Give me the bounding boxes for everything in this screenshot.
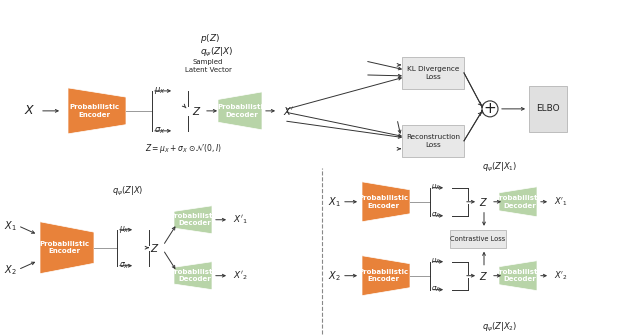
Text: $X'_2$: $X'_2$ <box>554 269 568 282</box>
Text: $\sigma_X$: $\sigma_X$ <box>431 211 441 220</box>
Text: $+$: $+$ <box>483 101 497 116</box>
Text: $\sigma_X$: $\sigma_X$ <box>431 285 441 294</box>
Text: $Z = \mu_X + \sigma_X \odot \mathcal{N}(0, I)$: $Z = \mu_X + \sigma_X \odot \mathcal{N}(… <box>145 142 221 155</box>
FancyBboxPatch shape <box>402 57 464 89</box>
Text: Probabilistic
Decoder: Probabilistic Decoder <box>170 213 220 226</box>
Text: $Z$: $Z$ <box>479 270 488 282</box>
Text: $X'_2$: $X'_2$ <box>233 269 248 282</box>
Text: $X_1$: $X_1$ <box>328 195 340 209</box>
Text: Probabilistic
Decoder: Probabilistic Decoder <box>217 104 268 118</box>
Text: $\mu_X$: $\mu_X$ <box>431 257 441 266</box>
Text: $q_\psi(Z|X)$: $q_\psi(Z|X)$ <box>200 46 234 59</box>
Text: $Z$: $Z$ <box>192 105 202 117</box>
Text: Contrastive Loss: Contrastive Loss <box>451 236 506 242</box>
Text: $X$: $X$ <box>24 104 36 117</box>
Text: $X_2$: $X_2$ <box>4 263 17 277</box>
Text: $\sigma_X$: $\sigma_X$ <box>154 126 165 136</box>
FancyBboxPatch shape <box>450 230 506 248</box>
Text: Probabilistic
Encoder: Probabilistic Encoder <box>358 269 409 283</box>
Text: Probabilistic
Decoder: Probabilistic Decoder <box>170 269 220 283</box>
Polygon shape <box>68 88 126 134</box>
Text: $q_\psi(Z|X)$: $q_\psi(Z|X)$ <box>112 185 144 198</box>
Polygon shape <box>40 222 94 274</box>
Polygon shape <box>218 92 262 130</box>
Polygon shape <box>362 182 410 222</box>
Polygon shape <box>174 262 212 290</box>
Polygon shape <box>499 261 537 291</box>
Text: Probabilistic
Encoder: Probabilistic Encoder <box>39 241 90 254</box>
Text: $X'_1$: $X'_1$ <box>233 213 248 226</box>
FancyBboxPatch shape <box>402 125 464 157</box>
Text: Probabilistic
Decoder: Probabilistic Decoder <box>495 195 545 209</box>
Text: ELBO: ELBO <box>536 104 560 113</box>
Text: Probabilistic
Encoder: Probabilistic Encoder <box>358 195 409 209</box>
Text: $X_1$: $X_1$ <box>4 219 17 233</box>
Polygon shape <box>499 187 537 217</box>
Text: $X'$: $X'$ <box>283 105 294 117</box>
Text: $Z$: $Z$ <box>150 242 160 254</box>
Text: $\mu_X$: $\mu_X$ <box>431 183 441 193</box>
Text: Sampled
Latent Vector: Sampled Latent Vector <box>184 59 232 73</box>
Polygon shape <box>174 206 212 234</box>
Text: $\sigma_X$: $\sigma_X$ <box>119 260 130 271</box>
Text: KL Divergence
Loss: KL Divergence Loss <box>407 66 459 80</box>
Text: $p(Z)$: $p(Z)$ <box>200 33 220 45</box>
Text: Reconstruction
Loss: Reconstruction Loss <box>406 134 460 148</box>
Text: Probabilistic
Encoder: Probabilistic Encoder <box>69 104 119 118</box>
Text: $Z$: $Z$ <box>479 196 488 208</box>
Text: $\mu_X$: $\mu_X$ <box>154 85 166 96</box>
Text: $X_2$: $X_2$ <box>328 269 340 283</box>
Text: $q_\psi(Z|X_2)$: $q_\psi(Z|X_2)$ <box>482 321 518 334</box>
FancyBboxPatch shape <box>529 86 567 132</box>
Polygon shape <box>362 256 410 296</box>
Text: $q_\psi(Z|X_1)$: $q_\psi(Z|X_1)$ <box>482 161 518 174</box>
Text: Probabilistic
Decoder: Probabilistic Decoder <box>495 269 545 283</box>
Text: $X'_1$: $X'_1$ <box>554 196 568 208</box>
Text: $\mu_X$: $\mu_X$ <box>119 224 130 235</box>
